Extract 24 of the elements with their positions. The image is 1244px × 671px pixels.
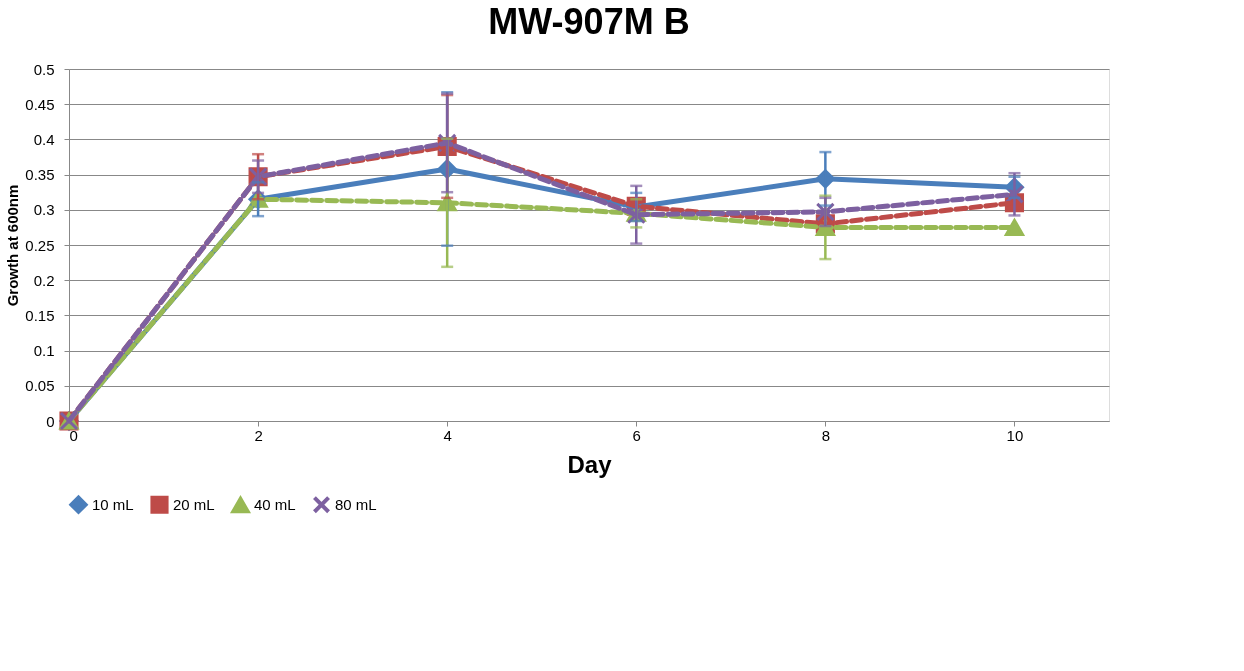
y-tick-label: 0.3 <box>33 201 55 219</box>
y-tick-label: 0.1 <box>33 342 55 360</box>
legend-label: 40 mL <box>254 496 296 514</box>
x-tick-label: 8 <box>821 426 831 444</box>
y-tick-label: 0.15 <box>25 306 55 324</box>
y-tick-label: 0.5 <box>33 60 55 78</box>
x-axis-title: Day <box>567 450 613 478</box>
legend-label: 20 mL <box>173 495 215 513</box>
legend-label: 10 mL <box>92 495 134 513</box>
y-tick-label: 0.35 <box>25 166 55 184</box>
y-tick-label: 0.25 <box>25 236 55 254</box>
y-axis-title: Growth at 600nm <box>4 184 22 307</box>
x-tick-label: 4 <box>443 426 452 444</box>
x-tick-label: 6 <box>632 426 641 444</box>
y-tick-label: 0.45 <box>25 95 55 113</box>
y-tick-label: 0.05 <box>25 377 55 395</box>
y-tick-label: 0 <box>46 412 55 430</box>
chart-title: MW-907M B <box>488 1 690 42</box>
y-tick-label: 0.4 <box>33 130 55 148</box>
legend-label: 80 mL <box>335 495 377 513</box>
y-tick-label: 0.2 <box>33 271 55 289</box>
x-tick-label: 2 <box>254 426 263 444</box>
x-tick-label: 0 <box>69 426 78 444</box>
x-tick-label: 10 <box>1006 426 1024 444</box>
